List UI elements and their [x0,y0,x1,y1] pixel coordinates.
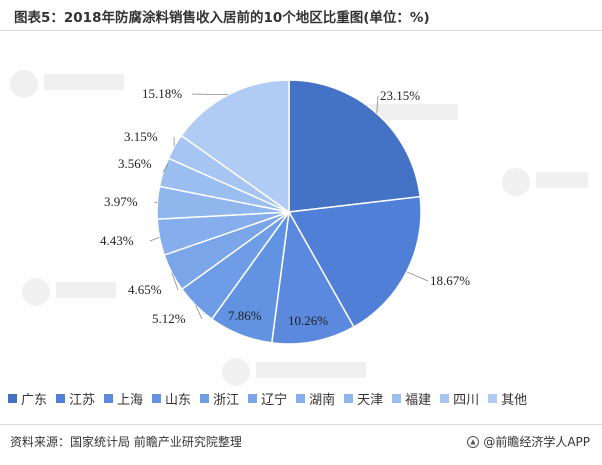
pie-slice-1 [288,79,421,213]
legend-swatch [104,393,114,403]
legend-label: 浙江 [213,392,240,408]
legend-label: 福建 [405,392,432,408]
footer-divider [0,424,602,425]
legend-swatch [8,393,17,403]
legend-item: 江苏 [56,389,95,408]
legend-item: 湖南 [296,389,335,408]
legend-item: 其他 [488,389,527,408]
leader-line [171,272,179,291]
leader-line [153,201,158,204]
data-label: 18.67% [430,273,470,288]
legend-label: 湖南 [309,392,336,408]
pie-chart: 23.15% 18.67% 10.26% 7.86% 5.12% 4.65% 4.43% 3.… [100,79,470,345]
legend-swatch [440,393,450,403]
brand-text: @前瞻经济学人APP [483,435,590,449]
legend-swatch [152,393,162,403]
legend-label: 广东 [21,392,48,408]
leader-line [195,305,203,320]
legend-item: 广东 [8,389,47,408]
legend-swatch [392,393,402,403]
data-label: 7.86% [228,308,262,323]
legend-swatch [344,393,354,403]
leader-line [149,236,160,242]
qianzhan-logo-icon [467,435,480,448]
legend-label: 辽宁 [261,392,288,408]
leader-line [191,93,229,96]
legend-swatch [488,393,498,403]
legend-item: 浙江 [200,389,239,408]
pie-slice-2 [287,195,422,328]
data-label: 3.97% [104,194,138,209]
legend-item: 山东 [152,389,191,408]
brand-credit: @前瞻经济学人APP [467,433,590,450]
legend-label: 山东 [165,392,192,408]
legend-swatch [200,393,210,403]
leader-line [162,163,169,173]
legend-item: 辽宁 [248,389,287,408]
data-label: 23.15% [380,88,420,103]
data-label: 4.65% [128,282,162,297]
legend-label: 上海 [117,392,144,408]
data-label: 5.12% [152,311,186,326]
legend-swatch [56,393,66,403]
title-divider [0,30,602,31]
legend-swatch [248,393,258,403]
legend-label: 天津 [357,392,384,408]
legend-item: 上海 [104,389,143,408]
pie-slice-3 [270,209,355,345]
legend-item: 天津 [344,389,383,408]
data-label: 10.26% [288,313,328,328]
source-note: 资料来源：国家统计局 前瞻产业研究院整理 [10,435,242,449]
legend-item: 福建 [392,389,431,408]
legend-swatch [296,393,306,403]
leader-line [376,95,379,114]
legend-label: 江苏 [69,392,96,408]
chart-title: 图表5：2018年防腐涂料销售收入居前的10个地区比重图(单位：%) [14,10,430,26]
data-label: 3.56% [118,156,152,171]
legend-item: 四川 [440,389,479,408]
data-label: 15.18% [142,86,182,101]
chart-legend: 广东 江苏 上海 山东 浙江 辽宁 湖南 天津 福建 四川 其他 [8,388,598,408]
legend-label: 四川 [453,392,480,408]
legend-label: 其他 [501,392,528,408]
data-label: 3.15% [124,129,158,144]
leader-line [406,271,429,282]
data-label: 4.43% [100,233,134,248]
